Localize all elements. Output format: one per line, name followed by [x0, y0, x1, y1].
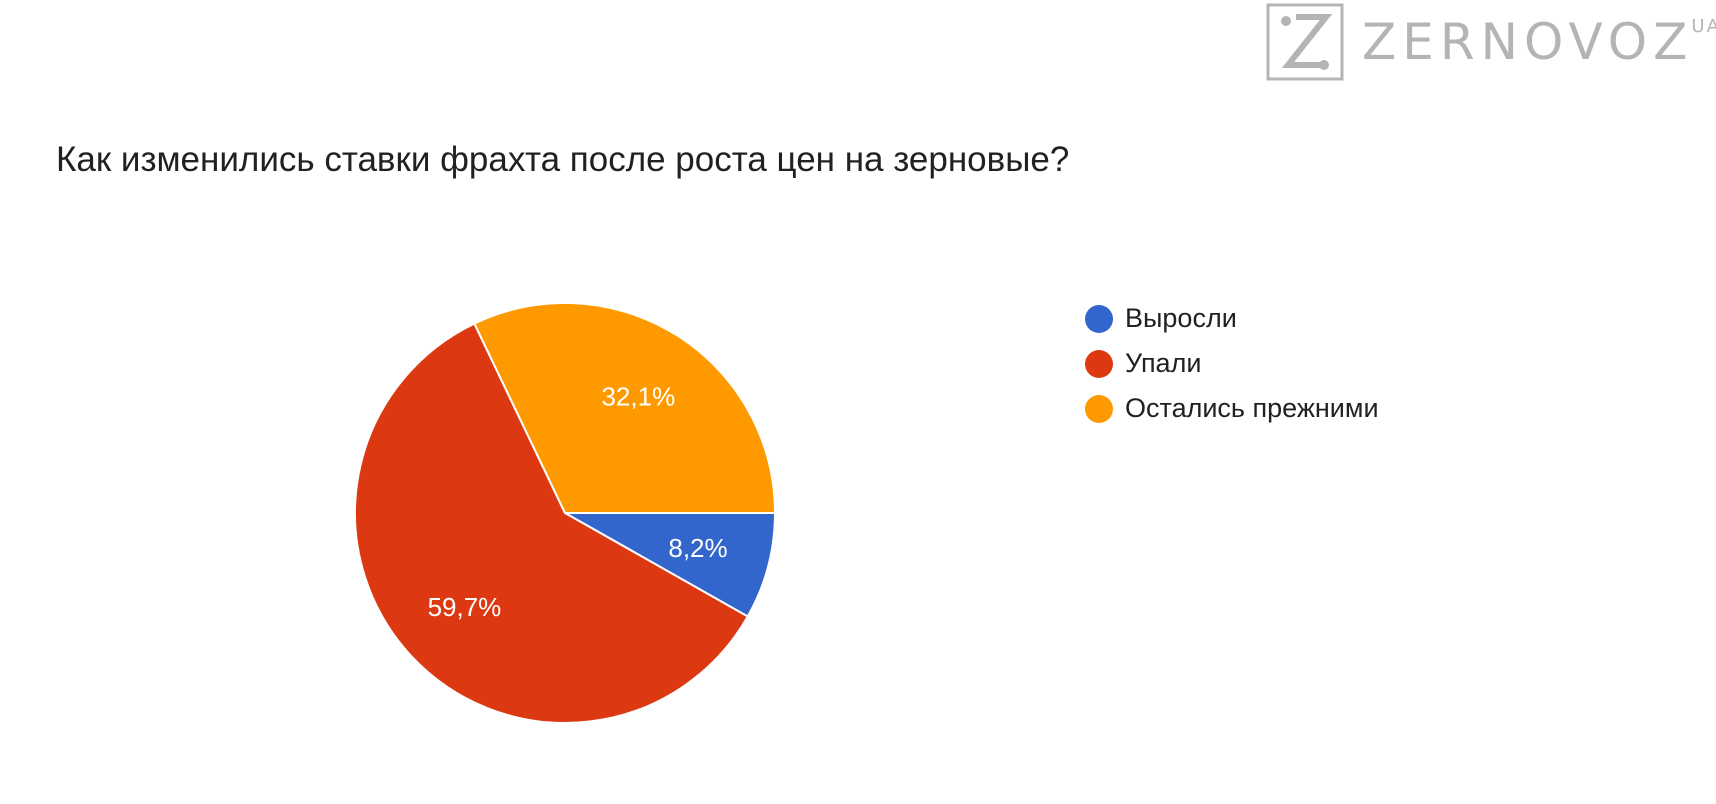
pie-chart: 8,2% 59,7% 32,1% — [354, 302, 777, 724]
logo-text: ZERNOVOZ — [1362, 13, 1694, 71]
pie-slice-1 — [561, 512, 777, 618]
slice-label-3: 32,1% — [601, 382, 675, 412]
legend-label: Выросли — [1125, 303, 1237, 333]
legend-item-3: Остались прежними — [1085, 386, 1379, 431]
legend-swatch — [1085, 349, 1113, 378]
legend-item-1: Выросли — [1085, 296, 1379, 341]
pie-slice-3 — [473, 302, 777, 514]
legend-swatch — [1085, 304, 1113, 333]
legend-item-2: Упали — [1085, 341, 1379, 386]
slice-label-1: 8,2% — [668, 533, 727, 563]
brand-logo: ZERNOVOZ UA — [1266, 2, 1716, 82]
legend-swatch — [1085, 394, 1113, 423]
z-logo-icon — [1266, 3, 1344, 81]
chart-title: Как изменились ставки фрахта после роста… — [56, 140, 1070, 179]
slice-label-2: 59,7% — [428, 592, 502, 622]
logo-suffix: UA — [1691, 15, 1716, 37]
chart-legend: Выросли Упали Остались прежними — [1085, 296, 1379, 431]
legend-label: Упали — [1125, 348, 1202, 378]
legend-label: Остались прежними — [1125, 393, 1379, 423]
pie-slice-2 — [354, 322, 750, 724]
